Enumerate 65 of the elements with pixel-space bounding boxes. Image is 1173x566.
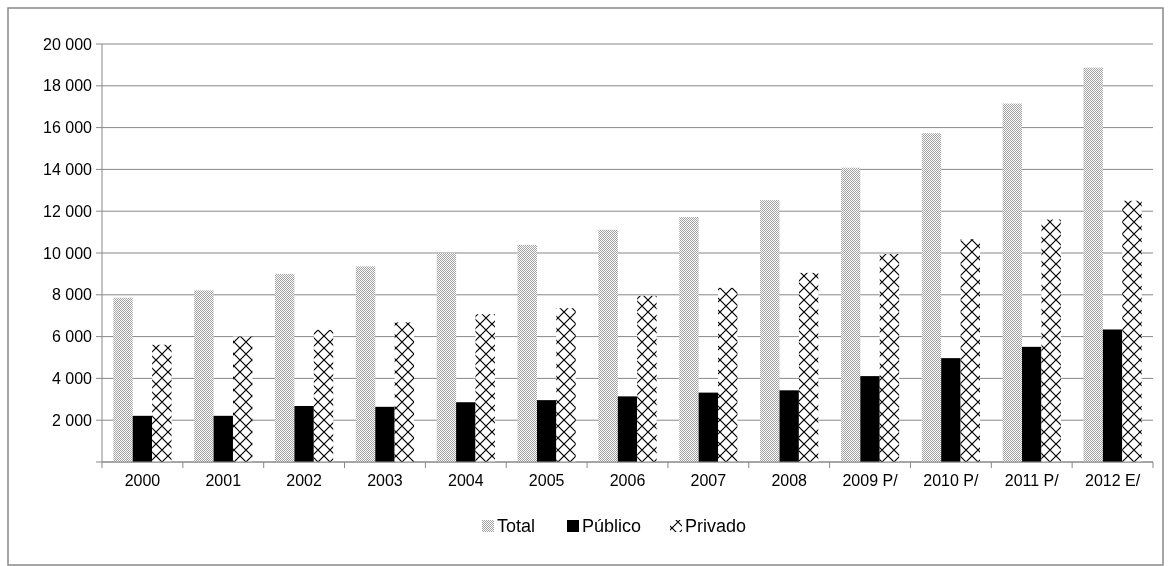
bar [860,376,880,462]
bar [355,266,376,462]
bar [232,336,253,462]
bar [679,217,699,462]
bar [760,200,780,462]
bar [536,400,557,462]
bar [213,415,233,462]
legend-label: Público [582,516,642,537]
bar [152,344,172,462]
bar [517,244,537,462]
bar [375,406,395,462]
bar [1022,346,1042,462]
bar [798,272,819,462]
x-tick-label: 2002 [286,472,323,489]
bar [475,314,495,462]
x-tick-label: 2004 [448,472,484,489]
x-tick-label: 2007 [690,472,727,489]
bar [879,254,900,462]
bar [1122,200,1142,462]
x-tick-label: 2003 [367,472,403,489]
bar [1083,67,1103,462]
y-tick-label: 14 000 [43,161,93,178]
x-tick-label: 2001 [205,472,242,489]
x-tick-label: 2006 [609,472,646,489]
bar [394,322,415,462]
bar [275,273,295,462]
legend-label: Total [497,516,536,537]
x-tick-label: 2008 [771,472,808,489]
y-tick-label: 2 000 [51,411,93,429]
x-tick-label: 2000 [124,472,161,489]
bar [313,329,334,462]
y-tick-label: 8 000 [51,286,93,304]
bar [941,358,961,462]
bar [921,133,942,462]
bar [598,229,618,462]
x-tick-label: 2009 P/ [842,472,899,489]
bar [637,295,657,462]
y-tick-label: 12 000 [43,202,93,220]
y-tick-label: 10 000 [43,244,93,262]
bar [113,297,133,462]
x-tick-label: 2005 [528,472,565,489]
bar [1002,103,1023,462]
bar [718,287,738,462]
y-tick-label: 20 000 [43,35,93,53]
bar [1041,219,1061,462]
bar [294,405,314,462]
bar [698,392,719,462]
x-tick-label: 2011 P/ [1004,472,1060,489]
bar [132,415,153,462]
bar [840,167,861,462]
bar [436,253,457,462]
x-tick-label: 2012 E/ [1085,472,1141,489]
bar [456,402,476,462]
y-tick-label: 16 000 [43,119,93,137]
bar [556,308,576,462]
bar [779,390,799,462]
y-tick-label: 6 000 [51,328,93,346]
y-tick-label: 4 000 [51,370,93,387]
bar [1102,329,1123,462]
legend-label: Privado [685,516,747,537]
bar [960,239,980,462]
y-tick-label: 18 000 [43,77,93,95]
bar [194,290,214,462]
bar [617,396,638,462]
x-tick-label: 2010 P/ [923,472,980,489]
